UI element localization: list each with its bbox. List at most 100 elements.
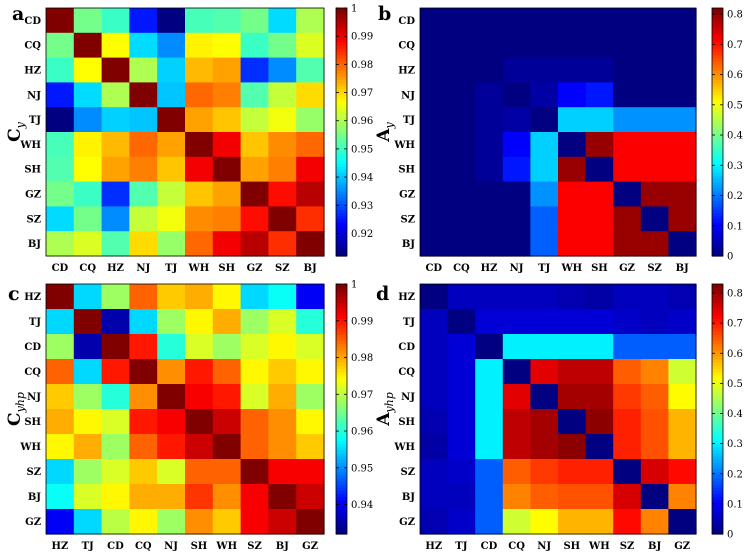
colorbar-segment bbox=[336, 384, 347, 388]
heatmap-cell-WH-WH bbox=[558, 132, 587, 158]
colorbar-segment bbox=[336, 156, 347, 161]
colorbar-segment bbox=[336, 496, 347, 501]
heatmap-cell-SH-BJ bbox=[268, 409, 297, 435]
heatmap-cell-HZ-SH bbox=[212, 57, 242, 83]
colorbar-segment bbox=[712, 499, 723, 504]
colorbar-segment bbox=[712, 396, 723, 401]
colorbar-segment bbox=[712, 365, 723, 369]
colorbar-segment bbox=[712, 150, 723, 155]
heatmap-cell-CD-TJ bbox=[157, 8, 186, 34]
colorbar-segment bbox=[336, 132, 347, 136]
heatmap-cell-CD-CQ bbox=[447, 8, 476, 34]
colorbar-segment bbox=[336, 390, 347, 394]
colorbar-segment bbox=[712, 359, 723, 363]
colorbar-segment bbox=[712, 343, 723, 348]
y-tick-label: SZ bbox=[26, 467, 41, 478]
y-axis-label-subscript: yhp bbox=[383, 392, 396, 413]
panel-a: CD CQ HZ NJ TJ WH SH GZ SZ BJ CD CQ HZ NJ TJ WH SH GZ SZ BJ… bbox=[5, 3, 373, 274]
heatmap-cell-GZ-SH bbox=[585, 181, 614, 207]
heatmap-cell-WH-SZ bbox=[613, 434, 642, 460]
heatmap-cell-BJ-HZ bbox=[420, 484, 449, 510]
heatmap-cell-SZ-SZ bbox=[268, 206, 297, 232]
x-tick-label: CQ bbox=[79, 263, 96, 274]
heatmap-cell-CQ-NJ bbox=[129, 32, 158, 59]
heatmap-cell-BJ-GZ bbox=[613, 231, 642, 257]
colorbar-segment bbox=[336, 181, 347, 186]
heatmap-cell-SZ-CD bbox=[475, 459, 504, 485]
colorbar-segment bbox=[336, 405, 347, 410]
colorbar-tick-label: 0.3 bbox=[727, 161, 743, 172]
x-tick-label: NJ bbox=[537, 541, 551, 552]
heatmap-cell-NJ-TJ bbox=[157, 82, 186, 108]
colorbar-segment bbox=[712, 505, 723, 510]
colorbar-segment bbox=[336, 502, 347, 507]
heatmap-cell-GZ-GZ bbox=[668, 509, 697, 535]
heatmap-cell-CD-CQ bbox=[129, 334, 158, 360]
colorbar-segment bbox=[712, 299, 723, 304]
colorbar-segment bbox=[336, 315, 347, 319]
colorbar-segment bbox=[712, 125, 723, 130]
heatmap-cell-SH-BJ bbox=[296, 156, 325, 183]
colorbar-segment bbox=[336, 184, 347, 189]
colorbar-segment bbox=[712, 455, 723, 460]
heatmap-cell-CQ-CD bbox=[420, 32, 449, 59]
colorbar-segment bbox=[712, 459, 723, 463]
colorbar-segment bbox=[336, 206, 347, 211]
panel-label: a bbox=[12, 3, 24, 25]
heatmap-cell-SH-HZ bbox=[46, 409, 75, 435]
heatmap-cell-HZ-HZ bbox=[420, 284, 449, 310]
heatmap-cell-SZ-TJ bbox=[447, 459, 476, 485]
y-tick-label: BJ bbox=[402, 239, 415, 250]
colorbar-segment bbox=[712, 515, 723, 519]
colorbar-segment bbox=[336, 178, 347, 183]
x-tick-label: CQ bbox=[508, 541, 525, 552]
heatmap-cell-HZ-NJ bbox=[129, 57, 158, 83]
heatmap-cell-GZ-CD bbox=[475, 509, 504, 535]
x-tick-label: SZ bbox=[247, 541, 262, 552]
heatmap-cell-WH-TJ bbox=[530, 132, 559, 158]
colorbar-segment bbox=[712, 122, 723, 127]
heatmap-cell-GZ-WH bbox=[585, 509, 614, 535]
heatmap-cell-SH-BJ bbox=[640, 409, 669, 435]
heatmap-cell-SH-BJ bbox=[668, 156, 697, 183]
heatmap-cell-BJ-WH bbox=[212, 484, 242, 510]
colorbar-tick-label: 0.6 bbox=[727, 70, 743, 81]
y-tick-label: CQ bbox=[24, 367, 41, 378]
heatmap-cell-NJ-SZ bbox=[613, 384, 642, 410]
colorbar-segment bbox=[336, 368, 347, 373]
heatmap-cell-CD-CQ bbox=[73, 8, 103, 34]
heatmap-cell-CQ-NJ bbox=[530, 359, 559, 385]
heatmap-cell-WH-HZ bbox=[420, 434, 449, 460]
colorbar-tick-label: 0.95 bbox=[351, 463, 373, 474]
colorbar-segment bbox=[712, 203, 723, 207]
heatmap-cell-WH-GZ bbox=[296, 434, 325, 460]
colorbar-segment bbox=[712, 218, 723, 223]
panel-b: CD CQ HZ NJ TJ WH SH GZ SZ BJ CD CQ HZ NJ TJ WH SH GZ SZ BJ… bbox=[374, 3, 743, 274]
heatmap-cell-CQ-SH bbox=[558, 359, 587, 385]
heatmap-cell-SH-CQ bbox=[129, 409, 158, 435]
colorbar-segment bbox=[712, 101, 723, 105]
colorbar-segment bbox=[336, 97, 347, 102]
panel-label: c bbox=[8, 283, 20, 305]
heatmap-cell-GZ-CQ bbox=[447, 181, 476, 207]
colorbar-segment bbox=[712, 172, 723, 176]
heatmap-cell-CQ-SZ bbox=[240, 359, 269, 385]
heatmap-cell-GZ-HZ bbox=[420, 509, 449, 535]
colorbar-segment bbox=[712, 318, 723, 323]
heatmap-cell-HZ-CQ bbox=[129, 284, 158, 310]
heatmap-cell-WH-SH bbox=[185, 434, 214, 460]
heatmap-cell-CQ-CQ bbox=[73, 32, 103, 59]
colorbar-segment bbox=[336, 91, 347, 96]
x-tick-label: SH bbox=[563, 541, 580, 552]
x-tick-label: BJ bbox=[676, 263, 689, 274]
colorbar-segment bbox=[712, 490, 723, 494]
colorbar-segment bbox=[336, 352, 347, 357]
x-tick-label: TJ bbox=[538, 263, 550, 274]
colorbar-segment bbox=[712, 225, 723, 229]
y-tick-label: GZ bbox=[399, 517, 415, 528]
colorbar-segment bbox=[712, 63, 723, 68]
colorbar-segment bbox=[336, 468, 347, 473]
heatmap-cell-NJ-WH bbox=[185, 82, 214, 108]
heatmap-cell-HZ-WH bbox=[585, 284, 614, 310]
heatmap-cell-HZ-SH bbox=[185, 284, 214, 310]
